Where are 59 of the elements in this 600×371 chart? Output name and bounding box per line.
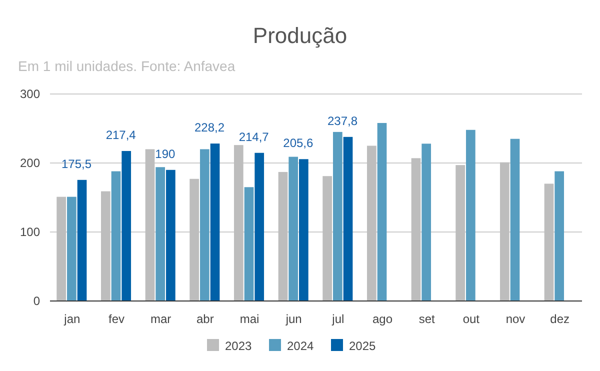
bar xyxy=(377,122,387,301)
bar xyxy=(244,187,254,301)
x-tick-label: mar xyxy=(150,312,172,326)
data-label: 205,6 xyxy=(283,136,314,150)
bar xyxy=(500,162,510,301)
bar xyxy=(332,132,342,301)
bar xyxy=(190,178,199,301)
bar xyxy=(299,159,308,301)
data-label: 175,5 xyxy=(61,156,92,171)
bar xyxy=(343,136,353,301)
legend-label: 2024 xyxy=(287,339,314,353)
data-label: 217,4 xyxy=(106,128,136,142)
data-label: 228,2 xyxy=(194,120,225,135)
chart-title: Produção xyxy=(252,23,348,48)
bar xyxy=(456,165,465,301)
y-tick-label: 300 xyxy=(20,87,40,101)
bar xyxy=(510,138,520,301)
bar xyxy=(411,158,421,301)
legend-label: 2023 xyxy=(225,339,252,353)
y-tick-label: 0 xyxy=(33,294,40,308)
bar xyxy=(422,144,432,301)
data-label: 190 xyxy=(155,146,176,161)
x-tick-label: set xyxy=(418,312,436,326)
x-tick-label: fev xyxy=(108,312,125,326)
data-label: 237,8 xyxy=(327,114,358,128)
bar xyxy=(254,152,264,301)
bar xyxy=(66,196,76,301)
x-tick-label: nov xyxy=(506,312,526,326)
x-tick-label: jan xyxy=(63,312,80,326)
bar xyxy=(544,184,554,301)
bar xyxy=(166,170,176,301)
x-tick-label: jun xyxy=(284,312,302,326)
bar xyxy=(210,144,220,301)
legend-label: 2025 xyxy=(349,339,376,353)
x-tick-label: abr xyxy=(196,312,214,326)
bar xyxy=(111,171,121,301)
data-label: 214,7 xyxy=(238,130,270,144)
bar xyxy=(234,145,244,301)
bar xyxy=(77,180,87,301)
x-tick-label: mai xyxy=(240,312,260,326)
bar xyxy=(322,176,332,301)
bar xyxy=(200,149,210,301)
x-tick-label: jul xyxy=(331,312,344,326)
bar xyxy=(100,191,110,301)
bar xyxy=(288,156,298,301)
x-tick-label: ago xyxy=(372,312,393,326)
chart-subtitle: Em 1 mil unidades. Fonte: Anfavea xyxy=(18,58,236,74)
bar xyxy=(466,130,476,301)
bar xyxy=(366,146,376,301)
bar xyxy=(156,167,166,301)
x-tick-label: dez xyxy=(550,312,570,326)
bar xyxy=(554,171,564,301)
bar xyxy=(56,196,66,301)
y-tick-label: 200 xyxy=(20,156,40,170)
bar xyxy=(278,172,288,301)
bar xyxy=(145,149,155,301)
bar xyxy=(122,150,132,301)
y-tick-label: 100 xyxy=(20,225,40,239)
x-tick-label: out xyxy=(462,312,480,326)
